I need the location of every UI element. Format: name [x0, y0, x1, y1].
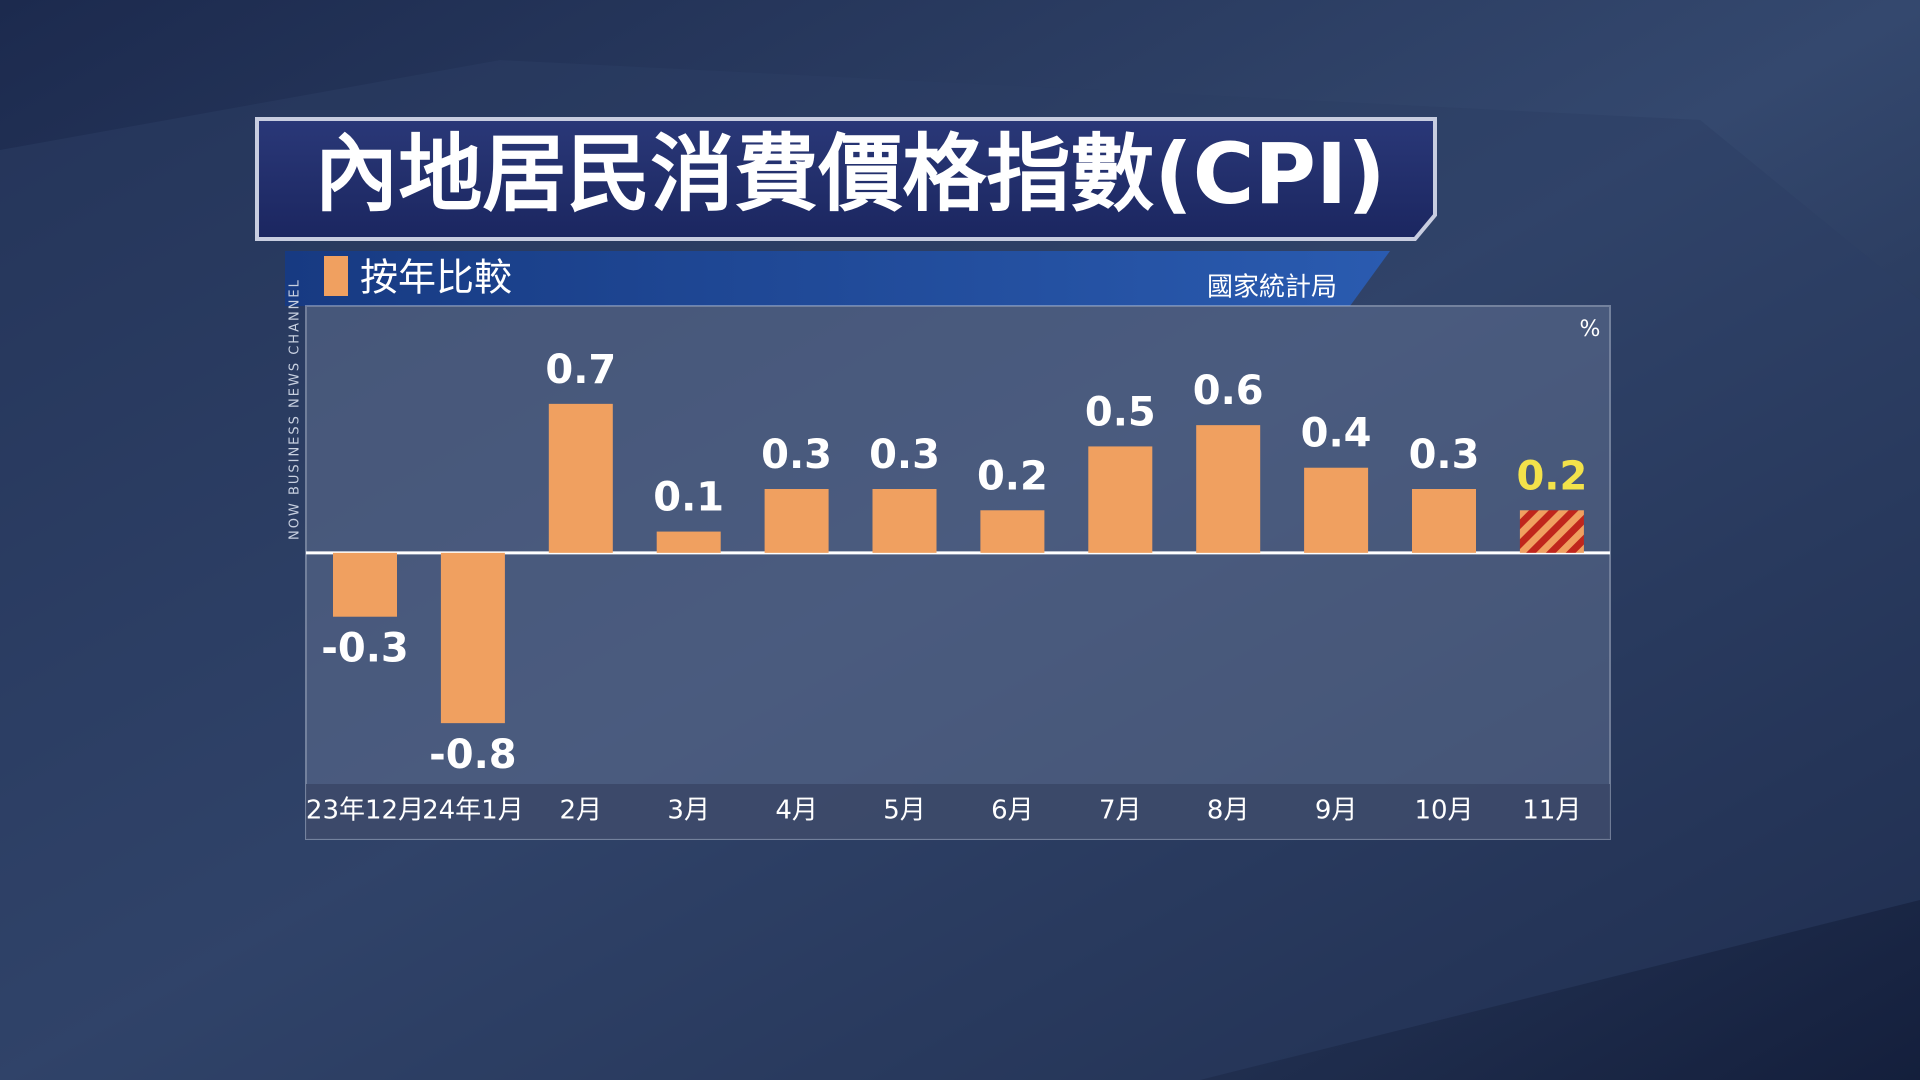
- subtitle: 按年比較: [360, 256, 512, 300]
- x-tick-label: 9月: [1315, 796, 1358, 826]
- bar: [333, 552, 397, 617]
- unit-label: %: [1580, 317, 1601, 342]
- x-tick-label: 6月: [991, 796, 1034, 826]
- value-label: -0.3: [321, 626, 408, 672]
- x-tick-label: 4月: [775, 796, 818, 826]
- value-label: 0.5: [1085, 389, 1156, 435]
- value-label: 0.3: [761, 432, 832, 478]
- category-strip: [306, 784, 1610, 839]
- value-label: -0.8: [429, 732, 516, 778]
- plot-panel: [305, 305, 1611, 840]
- value-label: 0.3: [1409, 432, 1480, 478]
- bar: [980, 510, 1045, 553]
- bar: [1196, 425, 1261, 553]
- channel-label: NOW BUSINESS NEWS CHANNEL: [288, 278, 303, 540]
- x-tick-label: 8月: [1207, 796, 1250, 826]
- value-label: 0.4: [1301, 411, 1372, 457]
- bar: [656, 531, 721, 553]
- value-label: 0.1: [653, 475, 724, 521]
- bar: [1412, 489, 1476, 553]
- source: 國家統計局: [1207, 273, 1337, 303]
- bar: [1304, 467, 1369, 553]
- value-label: 0.3: [869, 432, 940, 478]
- value-label: 0.2: [1516, 453, 1587, 499]
- title-banner: [255, 117, 1437, 241]
- value-label: 0.6: [1193, 368, 1264, 414]
- x-tick-label: 11月: [1522, 796, 1581, 826]
- bar: [872, 489, 937, 553]
- x-tick-label: 23年12月: [306, 796, 424, 826]
- value-label: 0.7: [545, 347, 616, 393]
- x-tick-label: 24年1月: [422, 796, 524, 826]
- x-tick-label: 10月: [1414, 796, 1473, 826]
- bar: [548, 403, 613, 553]
- bar: [764, 489, 829, 553]
- x-tick-label: 5月: [883, 796, 926, 826]
- bar: [1519, 510, 1584, 553]
- x-tick-label: 2月: [560, 796, 603, 826]
- x-tick-label: 7月: [1099, 796, 1142, 826]
- x-tick-label: 3月: [667, 796, 710, 826]
- value-label: 0.2: [977, 453, 1048, 499]
- subtitle-bar: [285, 251, 1390, 306]
- chart-title: 內地居民消費價格指數(CPI): [314, 125, 1385, 223]
- bar: [440, 552, 505, 724]
- bar: [1088, 446, 1153, 553]
- subtitle-marker: [324, 256, 348, 296]
